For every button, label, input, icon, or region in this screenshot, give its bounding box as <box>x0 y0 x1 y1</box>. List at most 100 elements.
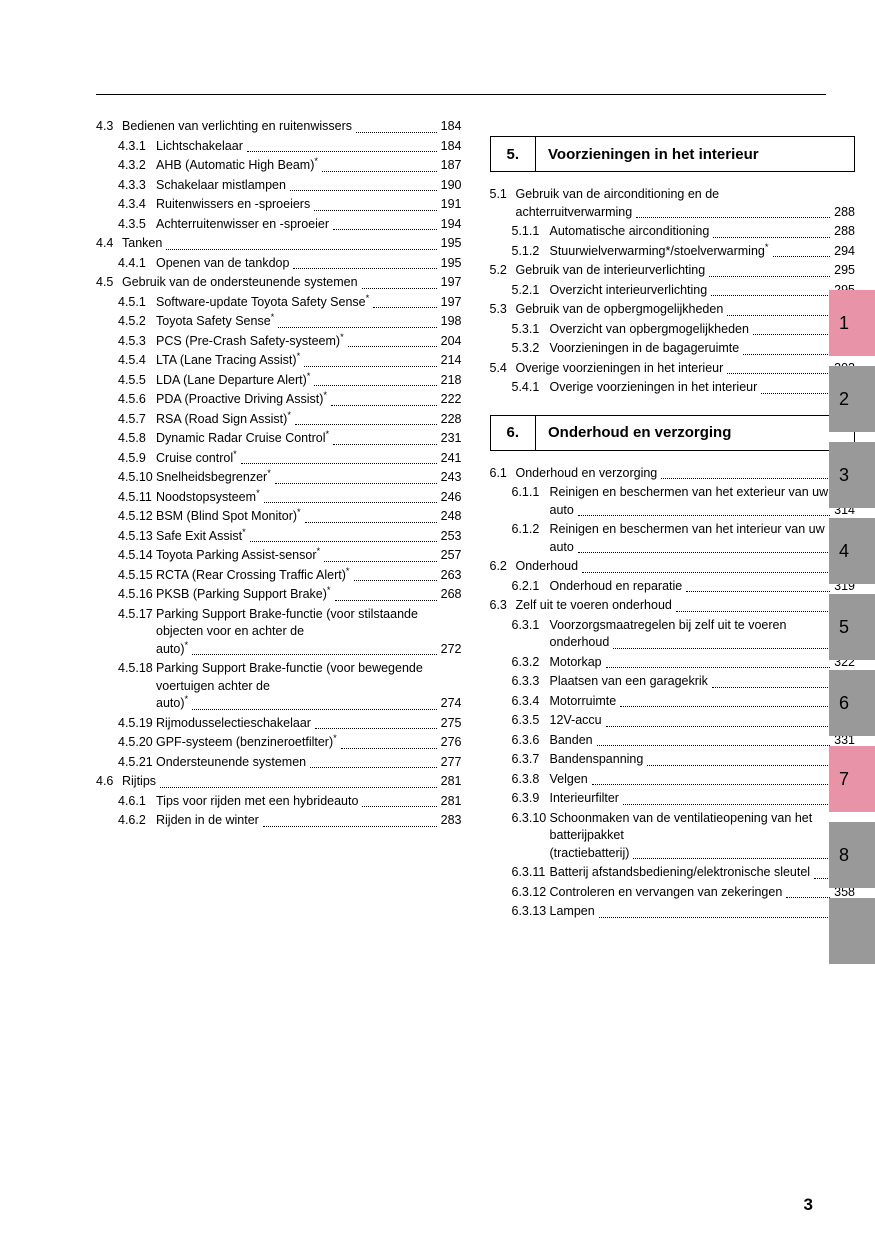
toc-title: Gebruik van de interieurverlichting <box>516 262 706 280</box>
toc-entry: 4.5.19Rijmodusselectieschakelaar275 <box>96 715 462 733</box>
toc-title: Achterruitenwisser en -sproeier <box>156 216 329 234</box>
toc-title-tail: auto <box>550 502 574 520</box>
toc-number: 6.1.1 <box>512 484 550 502</box>
toc-entry: 4.5.8Dynamic Radar Cruise Control*231 <box>96 430 462 448</box>
toc-entry: 6.2.1Onderhoud en reparatie319 <box>490 578 856 596</box>
toc-title: Openen van de tankdop <box>156 255 289 273</box>
toc-title: Onderhoud <box>516 558 579 576</box>
toc-number: 4.5.11 <box>118 489 156 507</box>
chapter-tab[interactable]: 7 <box>829 746 875 812</box>
toc-number: 5.4.1 <box>512 379 550 397</box>
toc-page: 231 <box>441 430 462 448</box>
toc-title: Lampen <box>550 903 595 921</box>
toc-page: 184 <box>441 138 462 156</box>
toc-number: 5.4 <box>490 360 516 378</box>
chapter-tab[interactable]: 2 <box>829 366 875 432</box>
toc-number: 5.2.1 <box>512 282 550 300</box>
toc-number: 4.4.1 <box>118 255 156 273</box>
toc-number: 4.5.8 <box>118 430 156 448</box>
toc-page: 187 <box>441 157 462 175</box>
toc-title: Onderhoud en verzorging <box>516 465 658 483</box>
toc-entry: 4.3Bedienen van verlichting en ruitenwis… <box>96 118 462 136</box>
toc-number: 6.3.10 <box>512 810 550 828</box>
chapter-title: Onderhoud en verzorging <box>536 416 743 450</box>
toc-title: Automatische airconditioning <box>550 223 710 241</box>
toc-title: Interieurfilter <box>550 790 619 808</box>
toc-title: Rijden in de winter <box>156 812 259 830</box>
toc-title: LDA (Lane Departure Alert)* <box>156 372 310 390</box>
toc-number: 4.5.4 <box>118 352 156 370</box>
toc-title: Plaatsen van een garagekrik <box>550 673 708 691</box>
toc-title: Toyota Safety Sense* <box>156 313 274 331</box>
toc-entry: 4.5.21Ondersteunende systemen277 <box>96 754 462 772</box>
toc-entry: 6.3.2Motorkap322 <box>490 654 856 672</box>
toc-entry: 4.5.15RCTA (Rear Crossing Traffic Alert)… <box>96 567 462 585</box>
toc-title: Rijmodusselectieschakelaar <box>156 715 311 733</box>
toc-page: 281 <box>441 793 462 811</box>
toc-entry: 6.3.13Lampen362 <box>490 903 856 921</box>
toc-entry: 4.5.12BSM (Blind Spot Monitor)*248 <box>96 508 462 526</box>
toc-number: 6.3.3 <box>512 673 550 691</box>
toc-entry: 6.3.7Bandenspanning347 <box>490 751 856 769</box>
toc-entry: 6.3.6Banden331 <box>490 732 856 750</box>
toc-entry: 4.4.1Openen van de tankdop195 <box>96 255 462 273</box>
toc-title: Overige voorzieningen in het interieur <box>516 360 724 378</box>
toc-number: 6.1.2 <box>512 521 550 539</box>
toc-entry: 6.3.3Plaatsen van een garagekrik323 <box>490 673 856 691</box>
toc-page: 243 <box>441 469 462 487</box>
toc-number: 4.5.21 <box>118 754 156 772</box>
chapter-tab[interactable]: 8 <box>829 822 875 888</box>
toc-entry: 4.5.4LTA (Lane Tracing Assist)*214 <box>96 352 462 370</box>
toc-number: 6.3.1 <box>512 617 550 635</box>
chapter-tab[interactable]: 4 <box>829 518 875 584</box>
chapter-tab[interactable]: 3 <box>829 442 875 508</box>
toc-number: 5.1.1 <box>512 223 550 241</box>
chapter-tab[interactable] <box>829 898 875 964</box>
columns: 4.3Bedienen van verlichting en ruitenwis… <box>0 90 875 923</box>
toc-number: 5.3 <box>490 301 516 319</box>
toc-page: 288 <box>834 223 855 241</box>
toc-entry: 5.2.1Overzicht interieurverlichting295 <box>490 282 856 300</box>
toc-entry: 6.3.11Batterij afstandsbediening/elektro… <box>490 864 856 882</box>
toc-page: 248 <box>441 508 462 526</box>
toc-title: RSA (Road Sign Assist)* <box>156 411 291 429</box>
toc-page: 228 <box>441 411 462 429</box>
toc-number: 5.1 <box>490 186 516 204</box>
toc-page: 222 <box>441 391 462 409</box>
chapter-tab[interactable]: 5 <box>829 594 875 660</box>
toc-entry: 4.6Rijtips281 <box>96 773 462 791</box>
toc-number: 4.5.16 <box>118 586 156 604</box>
toc-title: Bedienen van verlichting en ruitenwisser… <box>122 118 352 136</box>
toc-number: 4.5.12 <box>118 508 156 526</box>
toc-page: 268 <box>441 586 462 604</box>
toc-number: 4.5.18 <box>118 660 156 678</box>
toc-title: GPF-systeem (benzineroetfilter)* <box>156 734 337 752</box>
toc-entry: 6.1Onderhoud en verzorging314 <box>490 465 856 483</box>
toc-title: Voorzieningen in de bagageruimte <box>550 340 740 358</box>
toc-page: 197 <box>441 274 462 292</box>
toc-page: 195 <box>441 235 462 253</box>
toc-entry: 4.5.1Software-update Toyota Safety Sense… <box>96 294 462 312</box>
toc-title: Tips voor rijden met een hybrideauto <box>156 793 358 811</box>
toc-title: Overzicht interieurverlichting <box>550 282 708 300</box>
right-column: 5.Voorzieningen in het interieur5.1Gebru… <box>490 90 856 923</box>
toc-page: 197 <box>441 294 462 312</box>
toc-number: 6.2 <box>490 558 516 576</box>
toc-entry: 4.5.9Cruise control*241 <box>96 450 462 468</box>
toc-entry: 5.3.2Voorzieningen in de bagageruimte299 <box>490 340 856 358</box>
chapter-tab[interactable]: 6 <box>829 670 875 736</box>
toc-title: Onderhoud en reparatie <box>550 578 683 596</box>
toc-number: 6.3.13 <box>512 903 550 921</box>
toc-number: 4.5.6 <box>118 391 156 409</box>
chapter-tab[interactable]: 1 <box>829 290 875 356</box>
toc-title: Toyota Parking Assist-sensor* <box>156 547 320 565</box>
page-content: 4.3Bedienen van verlichting en ruitenwis… <box>0 0 875 923</box>
toc-title: Software-update Toyota Safety Sense* <box>156 294 369 312</box>
toc-title: Parking Support Brake-functie (voor stil… <box>156 607 418 639</box>
chapter-tabs: 1 2 3 4 5 6 7 8 <box>829 290 875 964</box>
toc-number: 5.1.2 <box>512 243 550 261</box>
toc-number: 6.3.12 <box>512 884 550 902</box>
toc-page: 263 <box>441 567 462 585</box>
toc-title: Ruitenwissers en -sproeiers <box>156 196 310 214</box>
toc-entry: 5.4Overige voorzieningen in het interieu… <box>490 360 856 378</box>
